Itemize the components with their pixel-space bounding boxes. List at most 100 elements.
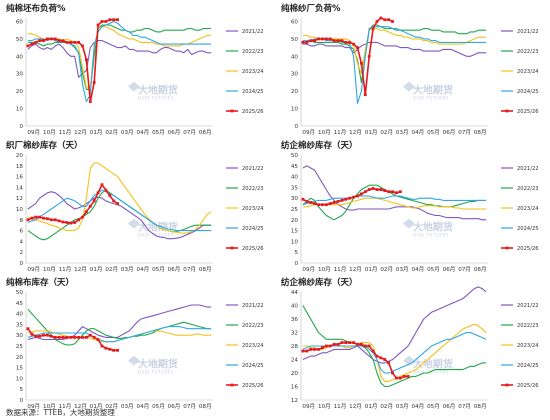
chart-panel-spinner-yarn-inventory-b: 纺企棉纱库存（天） 12 16 20 24 28 32 36 40 44 09月 10月 11月 12月 0… xyxy=(275,274,550,411)
data-point xyxy=(57,219,61,223)
data-point xyxy=(96,191,100,195)
series-line-2023-24 xyxy=(27,162,212,234)
series-line-2023-24 xyxy=(27,26,212,89)
data-point xyxy=(65,335,69,339)
x-tick-label: 01月 xyxy=(365,403,378,410)
series-line-2025-26 xyxy=(27,18,118,103)
x-tick-label: 02月 xyxy=(380,403,393,410)
y-tick-label: 5 xyxy=(294,250,298,256)
data-point xyxy=(88,204,92,208)
data-point xyxy=(348,341,352,345)
data-point xyxy=(42,216,45,220)
x-tick-label: 07月 xyxy=(183,403,196,410)
x-tick-label: 07月 xyxy=(458,266,471,273)
legend-label: 2022/23 xyxy=(517,323,539,329)
data-point xyxy=(371,27,375,30)
data-point xyxy=(309,39,313,43)
legend-label: 2024/25 xyxy=(517,226,539,232)
series-line-2022-23 xyxy=(27,308,212,346)
legend-marker xyxy=(230,383,234,387)
y-tick-label: 2 xyxy=(19,250,23,256)
y-tick-label: 32 xyxy=(291,331,298,337)
legend-label: 2024/25 xyxy=(517,363,539,369)
y-tick-label: 30 xyxy=(16,72,24,78)
legend-label: 2022/23 xyxy=(242,186,264,192)
chart-panel-greige-load: 纯棉坯布负荷% 0 10 20 30 40 50 60 09月 10月 11月 12月 01月 02月 03… xyxy=(0,0,275,137)
data-point xyxy=(387,190,391,194)
data-point xyxy=(84,58,88,62)
data-point xyxy=(100,20,104,23)
data-point xyxy=(53,218,57,222)
legend-label: 2025/26 xyxy=(242,109,264,115)
y-tick-label: 4 xyxy=(19,239,23,245)
chart-title: 纯棉纱厂负荷% xyxy=(281,3,341,14)
legend-label: 2024/25 xyxy=(517,89,539,95)
legend-marker xyxy=(505,246,509,250)
series-line-2022-23 xyxy=(302,305,487,388)
data-point xyxy=(30,42,34,46)
data-point xyxy=(116,202,119,205)
data-point xyxy=(328,344,332,348)
y-tick-label: 12 xyxy=(291,398,298,404)
x-tick-label: 01月 xyxy=(365,129,378,136)
x-tick-label: 10月 xyxy=(318,403,331,410)
chart-panel-weaver-yarn-inventory: 织厂棉纱库存（天） 0 2 4 6 8 10 12 14 16 18 20 09月 10月 11月 12月 01… xyxy=(0,137,275,274)
y-tick-label: 28 xyxy=(291,344,299,350)
data-point xyxy=(336,342,340,346)
data-point xyxy=(317,37,320,41)
legend-label: 2025/26 xyxy=(517,109,539,115)
y-tick-label: 18 xyxy=(16,164,24,170)
chart-weaver-yarn-inventory: 织厂棉纱库存（天） 0 2 4 6 8 10 12 14 16 18 20 09月 10月 11月 12月 01… xyxy=(6,140,264,273)
series-line-2025-26 xyxy=(27,328,118,352)
data-point xyxy=(348,40,352,44)
data-point xyxy=(46,333,49,337)
x-tick-label: 05月 xyxy=(152,266,165,273)
chart-panel-yarn-mill-load: 纯棉纱厂负荷% 0 10 20 30 40 50 60 09月 10月 11月 12月 01月 02月 03… xyxy=(275,0,550,137)
chart-panel-cotton-cloth-inventory: 纯棉布库存（天） 0 5 10 15 20 25 30 35 40 45 50 09月 10月 11月 12月… xyxy=(0,274,275,411)
data-point xyxy=(367,188,371,191)
x-tick-label: 08月 xyxy=(474,266,487,273)
data-point xyxy=(359,192,363,196)
watermark-emblem xyxy=(127,355,140,366)
data-point xyxy=(96,338,100,341)
watermark-subtext: DADI FUTURES xyxy=(413,233,449,238)
data-point xyxy=(108,18,112,22)
x-tick-label: 05月 xyxy=(427,266,440,273)
data-point xyxy=(321,346,324,350)
data-point xyxy=(402,374,406,378)
chart-title: 纯棉布库存（天） xyxy=(6,277,74,288)
y-tick-label: 35 xyxy=(291,185,299,191)
y-tick-label: 16 xyxy=(16,175,24,181)
data-point xyxy=(371,349,375,353)
y-tick-label: 20 xyxy=(291,218,299,224)
data-point xyxy=(65,221,69,224)
x-tick-label: 10月 xyxy=(43,403,56,410)
data-point xyxy=(375,354,379,358)
legend-label: 2022/23 xyxy=(242,49,264,55)
x-tick-label: 11月 xyxy=(59,403,72,410)
y-tick-label: 10 xyxy=(16,376,24,382)
legend-label: 2021/22 xyxy=(242,303,264,309)
x-tick-label: 07月 xyxy=(458,403,471,410)
data-point xyxy=(301,40,305,44)
data-point xyxy=(65,40,69,44)
watermark-emblem xyxy=(127,81,140,92)
legend-marker xyxy=(230,109,234,113)
x-tick-label: 12月 xyxy=(74,129,87,136)
data-point xyxy=(383,189,387,193)
x-tick-label: 07月 xyxy=(458,129,471,136)
x-tick-label: 03月 xyxy=(121,403,134,410)
x-tick-label: 09月 xyxy=(302,403,315,410)
y-tick-label: 20 xyxy=(291,89,299,95)
x-tick-label: 01月 xyxy=(90,129,103,136)
x-tick-label: 09月 xyxy=(27,403,40,410)
data-point xyxy=(53,37,57,41)
data-point xyxy=(383,358,387,361)
series-line-2024-25 xyxy=(302,331,487,374)
chart-cotton-cloth-inventory: 纯棉布库存（天） 0 5 10 15 20 25 30 35 40 45 50 09月 10月 11月 12月… xyxy=(6,277,264,410)
x-tick-label: 08月 xyxy=(474,403,487,410)
y-tick-label: 30 xyxy=(291,72,299,78)
data-point xyxy=(313,39,317,43)
series-line-2021-22 xyxy=(302,165,487,221)
